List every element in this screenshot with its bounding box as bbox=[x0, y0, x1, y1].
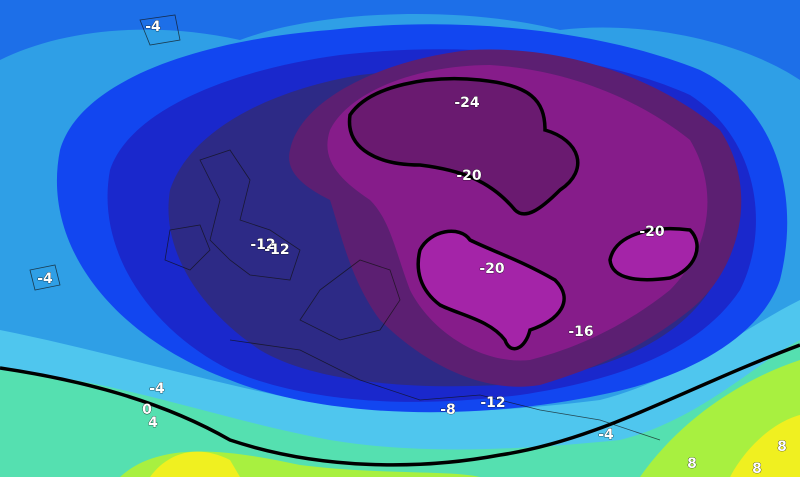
contour-label: -20 bbox=[479, 261, 505, 277]
contour-label: -12 bbox=[250, 237, 275, 253]
field-band bbox=[0, 0, 800, 80]
contour-label: 8 bbox=[752, 461, 762, 477]
contour-label: -4 bbox=[149, 381, 165, 397]
field-band bbox=[150, 415, 800, 477]
contour-label: -24 bbox=[454, 95, 480, 111]
contour-label: 4 bbox=[148, 415, 158, 431]
field-band bbox=[418, 228, 698, 349]
contour-label: 8 bbox=[687, 456, 697, 472]
contour-label: 8 bbox=[777, 439, 787, 455]
contour-label: -4 bbox=[145, 19, 161, 35]
contour-label: -20 bbox=[456, 168, 482, 184]
contour-label: -4 bbox=[37, 271, 53, 287]
contour-label: -4 bbox=[598, 427, 614, 443]
contour-label: -16 bbox=[568, 324, 593, 340]
contour-lines bbox=[0, 77, 800, 467]
field-band bbox=[349, 78, 578, 214]
coastlines bbox=[29, 14, 661, 441]
contour-label: -20 bbox=[639, 224, 665, 240]
contour-label: 0 bbox=[142, 402, 152, 418]
contour-label: -8 bbox=[440, 402, 456, 418]
field-band bbox=[0, 340, 800, 477]
contour-label: -12 bbox=[480, 395, 505, 411]
contour-label: -12 bbox=[264, 242, 289, 258]
contour-labels: -4 -24 -20 -12 -12 -4 -20 -20 -16 -4 0 4… bbox=[37, 19, 787, 477]
